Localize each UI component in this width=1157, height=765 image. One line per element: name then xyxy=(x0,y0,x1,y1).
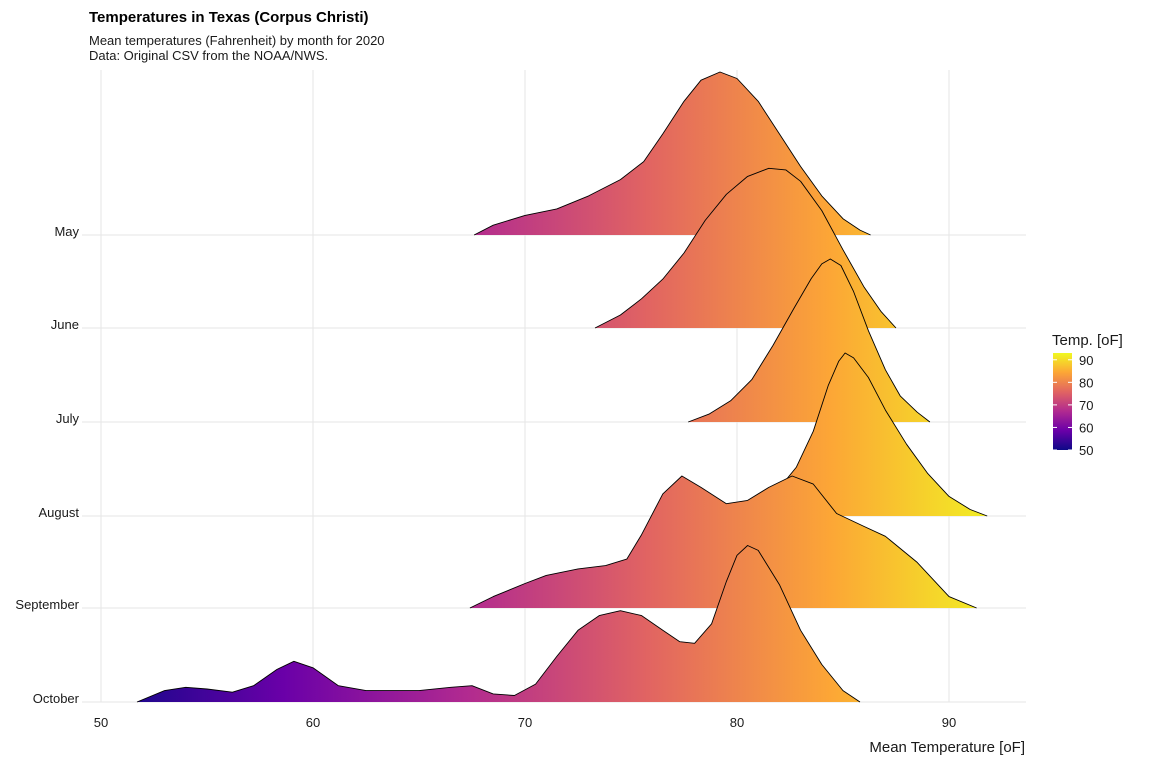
legend-tick-label: 70 xyxy=(1079,398,1093,413)
y-tick-label: October xyxy=(33,691,80,706)
x-tick-label: 90 xyxy=(942,715,956,730)
y-tick-label: May xyxy=(54,224,79,239)
ridge-outline-october xyxy=(136,545,861,703)
subtitle-line-1: Mean temperatures (Fahrenheit) by month … xyxy=(89,33,385,48)
legend-tick-label: 80 xyxy=(1079,375,1093,390)
ridge-outline-june xyxy=(594,167,897,329)
ridge-outline-july xyxy=(688,258,931,423)
ridge-fill-october xyxy=(137,545,860,702)
x-axis: 50 60 70 80 90 xyxy=(94,715,956,730)
x-tick-label: 70 xyxy=(518,715,532,730)
subtitle-line-2: Data: Original CSV from the NOAA/NWS. xyxy=(89,48,329,63)
ridge-fill-september xyxy=(469,476,977,608)
legend-title: Temp. [oF] xyxy=(1052,332,1123,349)
y-tick-label: September xyxy=(15,597,79,612)
chart-title: Temperatures in Texas (Corpus Christi) xyxy=(89,9,369,26)
y-axis: May June July August September October xyxy=(15,224,79,706)
chart-subtitle: Mean temperatures (Fahrenheit) by month … xyxy=(89,33,385,63)
ridge-outline-may xyxy=(473,71,871,236)
ridges xyxy=(136,71,988,703)
ridge-fill-august xyxy=(732,353,988,516)
y-tick-label: June xyxy=(51,317,79,332)
y-tick-label: July xyxy=(56,411,80,426)
x-axis-title: Mean Temperature [oF] xyxy=(869,739,1025,756)
legend-tick-label: 90 xyxy=(1079,353,1093,368)
legend-tick-label: 60 xyxy=(1079,420,1093,435)
legend-colorbar xyxy=(1053,353,1072,450)
legend-tick-label: 50 xyxy=(1079,443,1093,458)
x-tick-label: 50 xyxy=(94,715,108,730)
x-tick-label: 80 xyxy=(730,715,744,730)
y-tick-label: August xyxy=(39,505,80,520)
x-tick-label: 60 xyxy=(306,715,320,730)
legend: Temp. [oF] 90 80 70 60 50 xyxy=(1052,332,1123,458)
legend-ticks: 90 80 70 60 50 xyxy=(1053,353,1093,458)
ridge-outline-september xyxy=(469,475,977,609)
